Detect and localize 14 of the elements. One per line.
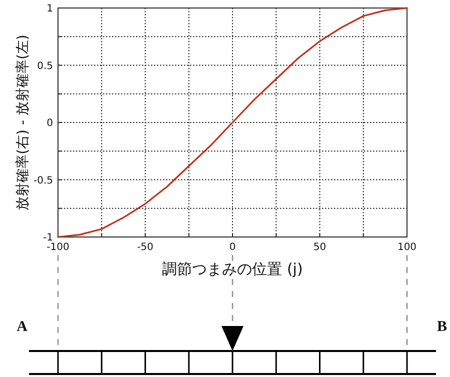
x-tick-label: -100 [46,242,70,253]
text: B [436,319,448,335]
y-tick-label: -1 [43,232,53,244]
y-tick-label: -0.5 [33,175,53,186]
text: A [16,319,28,335]
line-series [57,7,408,238]
y-axis-title: 放射確率(右) - 放射確率(左) [15,34,31,210]
y-tick-label: 1 [46,4,53,14]
y-tick-label: 0.5 [37,60,53,72]
x-tick-label: 0 [229,242,236,253]
y-tick-label: 0 [46,118,53,129]
x-tick-label: -50 [137,242,154,253]
x-tick-label: 100 [397,242,417,253]
x-tick-label: 50 [313,242,326,253]
